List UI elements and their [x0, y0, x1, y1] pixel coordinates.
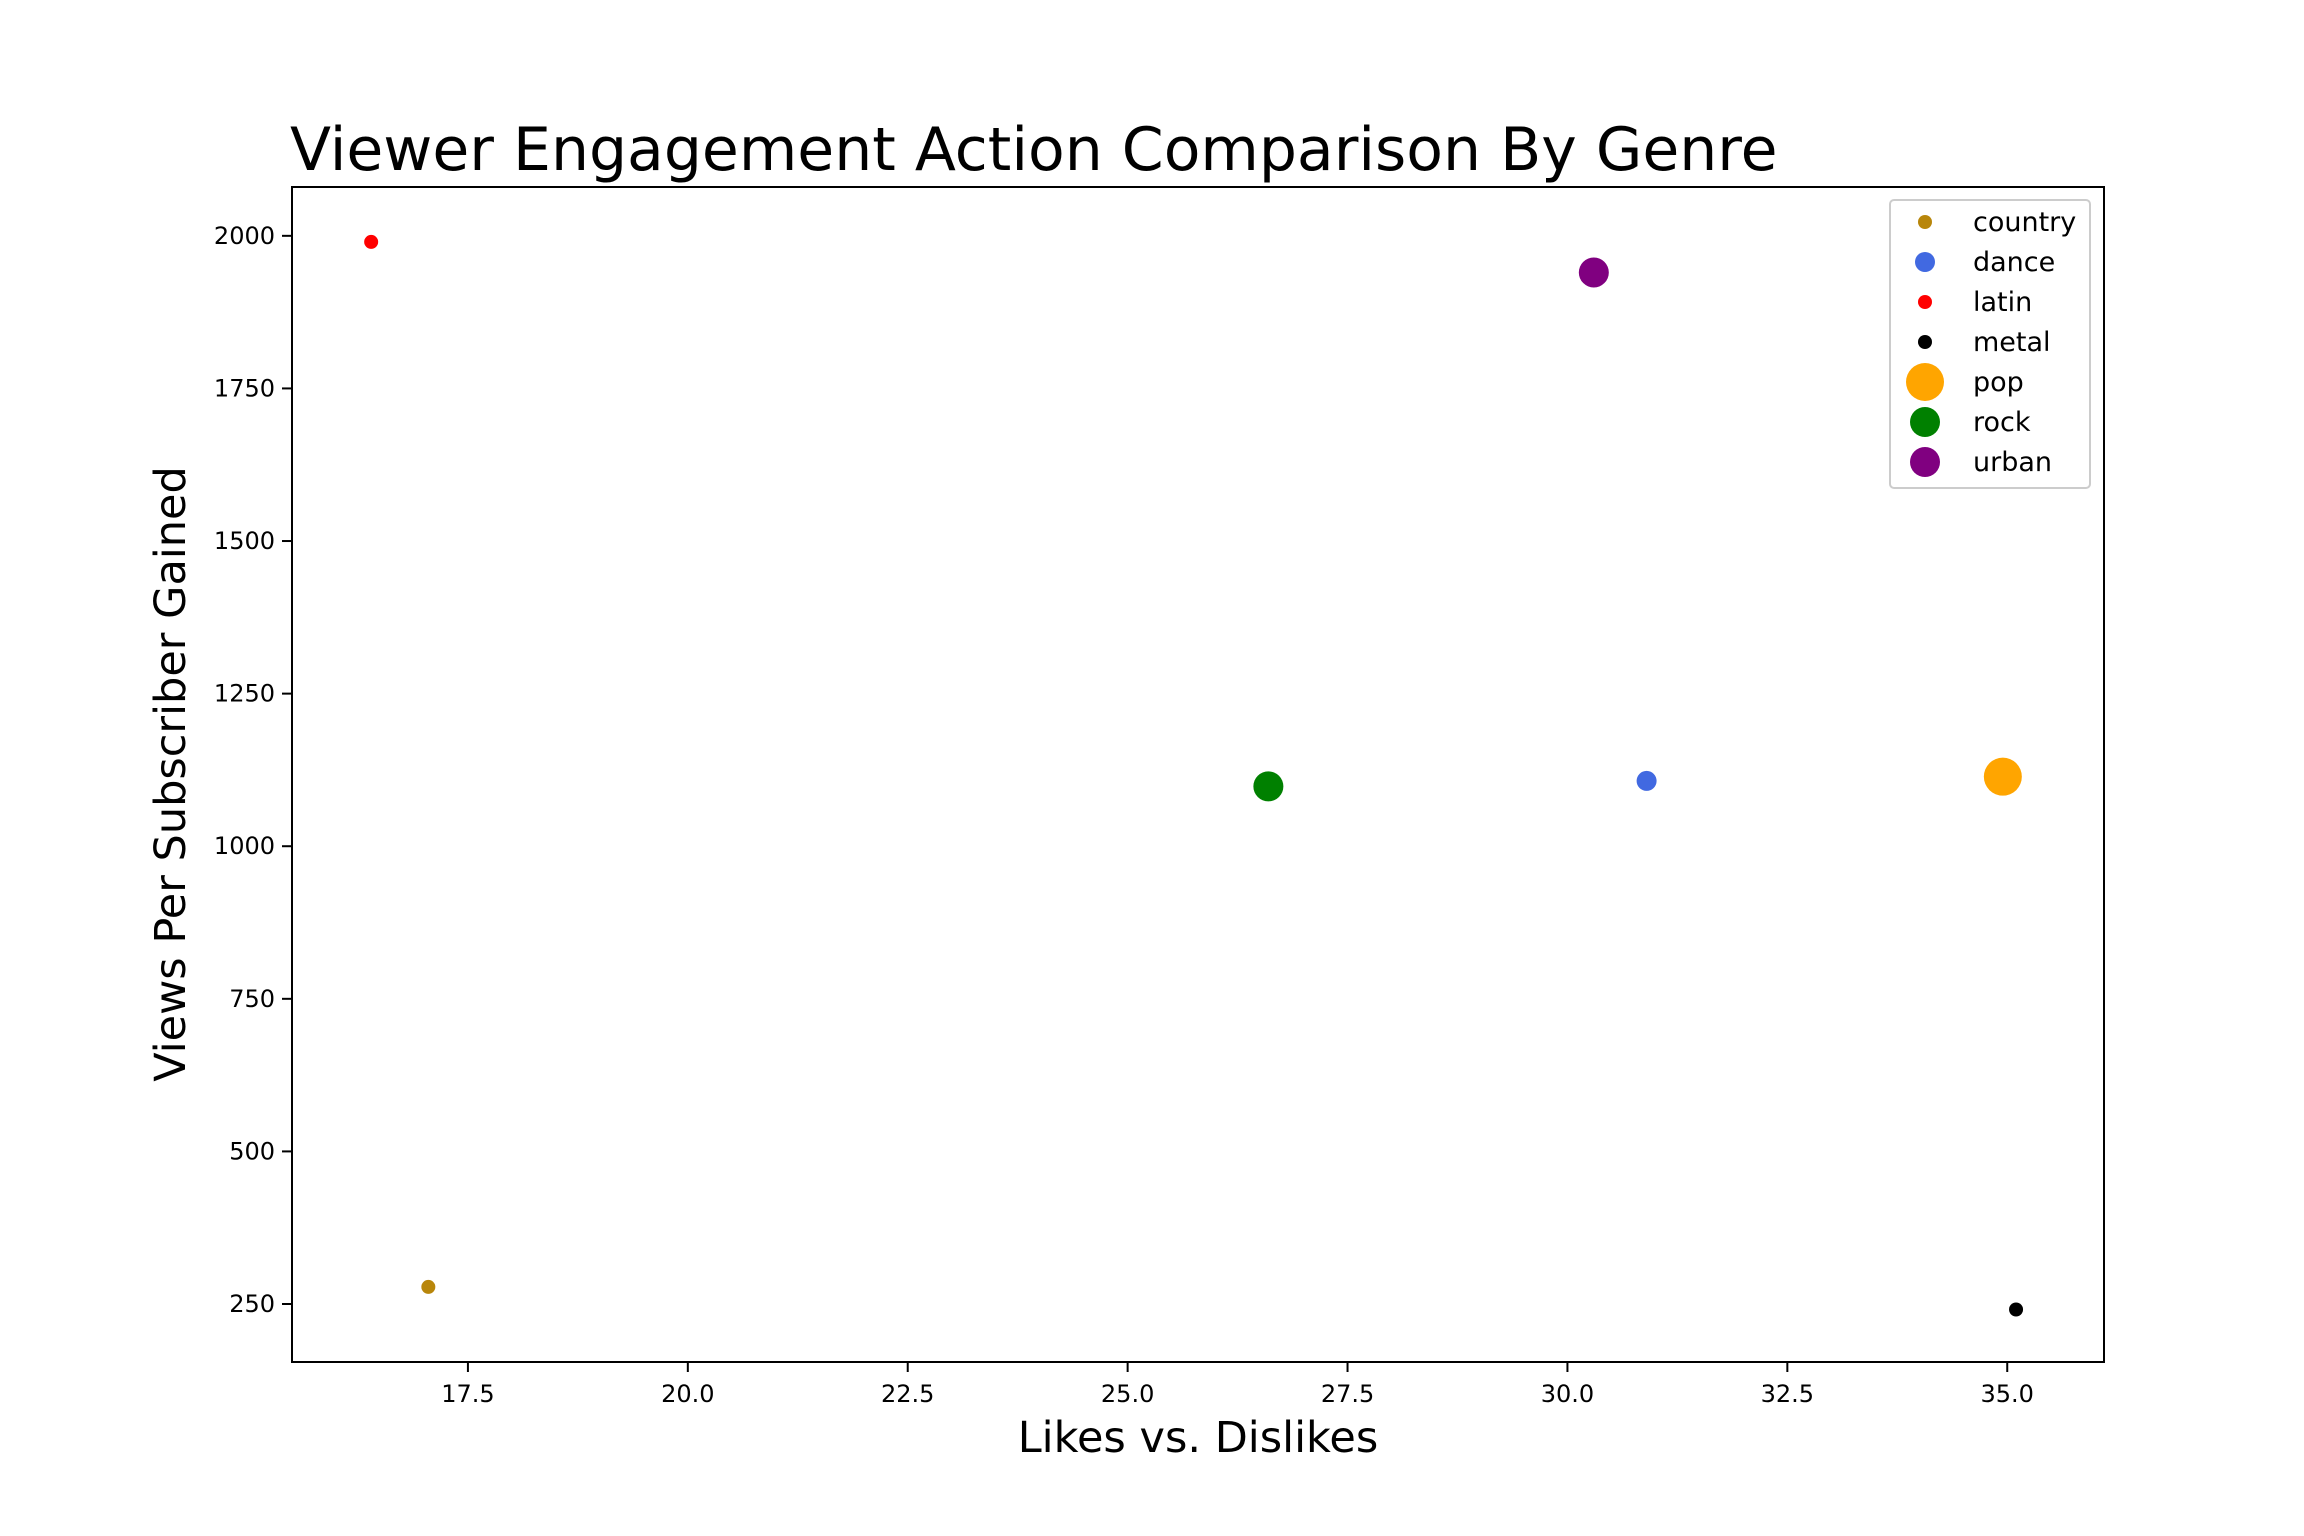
legend-label-latin: latin	[1973, 287, 2032, 318]
x-axis: 17.5 20.0 22.5 25.0 27.5 30.0 32.5 35.0	[441, 1362, 2034, 1408]
y-tick-label: 1750	[214, 374, 275, 402]
y-tick-label: 1500	[214, 527, 275, 555]
y-tick-label: 2000	[214, 222, 275, 250]
x-tick-label: 27.5	[1321, 1380, 1374, 1408]
legend-marker-metal	[1918, 335, 1932, 349]
x-tick-label: 32.5	[1761, 1380, 1814, 1408]
x-tick-label: 30.0	[1541, 1380, 1594, 1408]
legend-frame	[1889, 199, 2091, 489]
legend-label-dance: dance	[1973, 247, 2055, 278]
legend-marker-dance	[1915, 252, 1935, 272]
x-axis-label: Likes vs. Dislikes	[1018, 1413, 1379, 1463]
y-tick-label: 750	[229, 985, 275, 1013]
legend-label-country: country	[1973, 207, 2076, 238]
y-tick-label: 250	[229, 1290, 275, 1318]
legend-label-rock: rock	[1973, 407, 2031, 438]
y-axis: 250 500 750 1000 1250 1500 1750 2000	[214, 222, 292, 1318]
legend-marker-rock	[1910, 407, 1940, 437]
x-tick-label: 35.0	[1981, 1380, 2034, 1408]
x-tick-label: 20.0	[661, 1380, 714, 1408]
y-tick-label: 1250	[214, 680, 275, 708]
x-tick-label: 22.5	[881, 1380, 934, 1408]
x-tick-label: 25.0	[1101, 1380, 1154, 1408]
y-tick-label: 1000	[214, 832, 275, 860]
legend-label-urban: urban	[1973, 447, 2052, 478]
data-point-dance	[1636, 770, 1657, 791]
data-point-pop	[1983, 757, 2022, 796]
data-point-rock	[1253, 771, 1284, 802]
y-axis-label: Views Per Subscriber Gained	[146, 466, 196, 1082]
chart-title: Viewer Engagement Action Comparison By G…	[290, 115, 1778, 185]
x-tick-label: 17.5	[441, 1380, 494, 1408]
legend-marker-pop	[1906, 363, 1944, 401]
legend-marker-country	[1918, 215, 1932, 229]
data-point-country	[421, 1279, 436, 1294]
data-point-metal	[2009, 1302, 2024, 1317]
y-tick-label: 500	[229, 1137, 275, 1165]
legend-label-metal: metal	[1973, 327, 2051, 358]
plot-area-frame	[291, 186, 2105, 1363]
data-point-latin	[364, 234, 379, 249]
legend: country dance latin metal pop rock urban	[1889, 199, 2091, 489]
legend-marker-urban	[1910, 447, 1940, 477]
legend-marker-latin	[1918, 295, 1932, 309]
data-point-urban	[1578, 257, 1609, 288]
data-points	[364, 234, 2024, 1317]
legend-label-pop: pop	[1973, 367, 2024, 398]
